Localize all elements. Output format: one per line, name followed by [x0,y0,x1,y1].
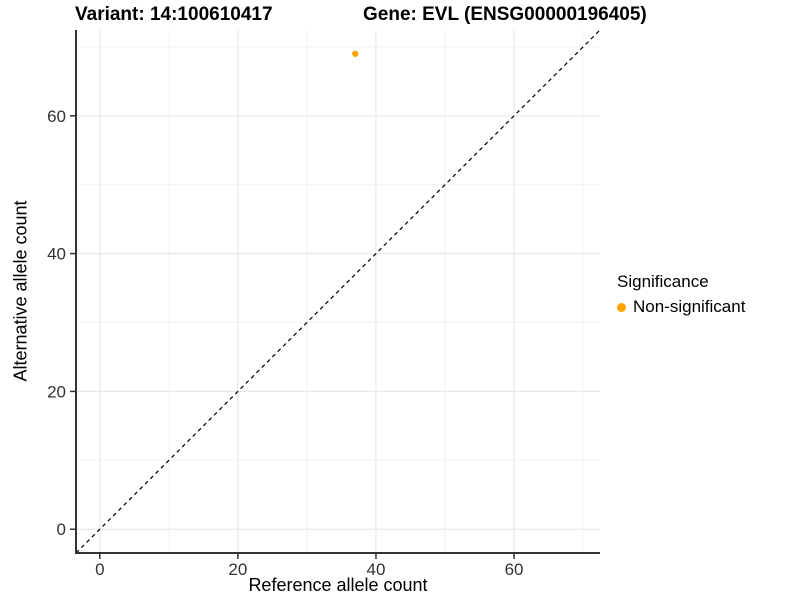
identity-line [75,29,601,554]
x-tick-label: 40 [367,560,386,579]
x-tick-label: 0 [95,560,104,579]
x-tick-label: 60 [505,560,524,579]
plot-title-gene: Gene: EVL (ENSG00000196405) [363,4,647,25]
y-tick-label: 0 [57,520,66,539]
legend-item-label: Non-significant [633,297,746,316]
legend-item-non-significant: Non-significant [617,297,745,317]
y-tick-label: 20 [47,382,66,401]
x-tick-label: 20 [228,560,247,579]
x-axis-title: Reference allele count [248,575,428,595]
legend: Significance Non-significant [617,272,745,317]
y-axis-title: Alternative allele count [10,200,31,382]
y-tick-label: 60 [47,107,66,126]
legend-title: Significance [617,272,709,291]
y-tick-label: 40 [47,245,66,264]
plot-title-variant: Variant: 14:100610417 [75,4,273,25]
non-significant-point-icon [617,302,626,312]
data-point[interactable] [352,50,359,57]
